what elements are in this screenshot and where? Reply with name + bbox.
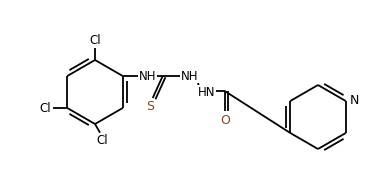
Text: NH: NH: [139, 70, 157, 83]
Text: Cl: Cl: [39, 101, 51, 115]
Text: HN: HN: [198, 85, 215, 98]
Text: S: S: [146, 101, 154, 114]
Text: N: N: [350, 94, 359, 108]
Text: Cl: Cl: [89, 35, 101, 47]
Text: NH: NH: [181, 70, 199, 83]
Text: O: O: [220, 114, 230, 126]
Text: Cl: Cl: [96, 134, 108, 147]
